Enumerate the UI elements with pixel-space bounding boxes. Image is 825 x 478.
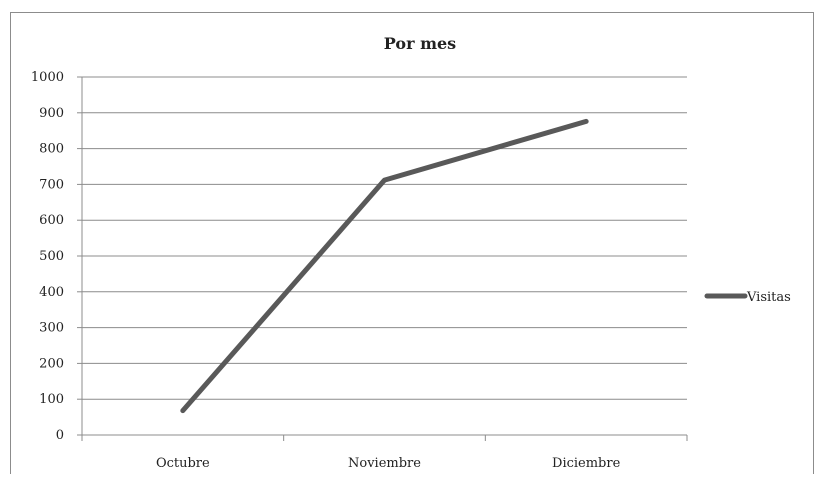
series-layer <box>180 118 589 414</box>
legend-label: Visitas <box>746 290 791 305</box>
y-tick-label: 600 <box>39 213 64 228</box>
y-tick-label: 1000 <box>31 70 64 85</box>
y-tick-label: 500 <box>39 249 64 264</box>
x-tick-label: Diciembre <box>552 456 621 471</box>
series-line <box>180 118 589 414</box>
x-tick-label: Noviembre <box>348 456 421 471</box>
y-tick-label: 100 <box>39 392 64 407</box>
chart-title: Por mes <box>384 34 456 53</box>
legend: Visitas <box>704 290 791 305</box>
y-tick-label: 0 <box>56 428 64 443</box>
gridlines <box>82 76 687 400</box>
y-tick-label: 300 <box>39 321 64 336</box>
y-tick-label: 900 <box>39 106 64 121</box>
y-tick-label: 700 <box>39 177 64 192</box>
y-tick-label: 400 <box>39 285 64 300</box>
x-tick-label: Octubre <box>156 456 210 471</box>
y-tick-label: 200 <box>39 356 64 371</box>
y-tick-label: 800 <box>39 142 64 157</box>
axes: 0 100 200 300 400 500 600 700 800 900 1000 Octubre N… <box>31 70 688 471</box>
chart-frame <box>10 12 814 474</box>
